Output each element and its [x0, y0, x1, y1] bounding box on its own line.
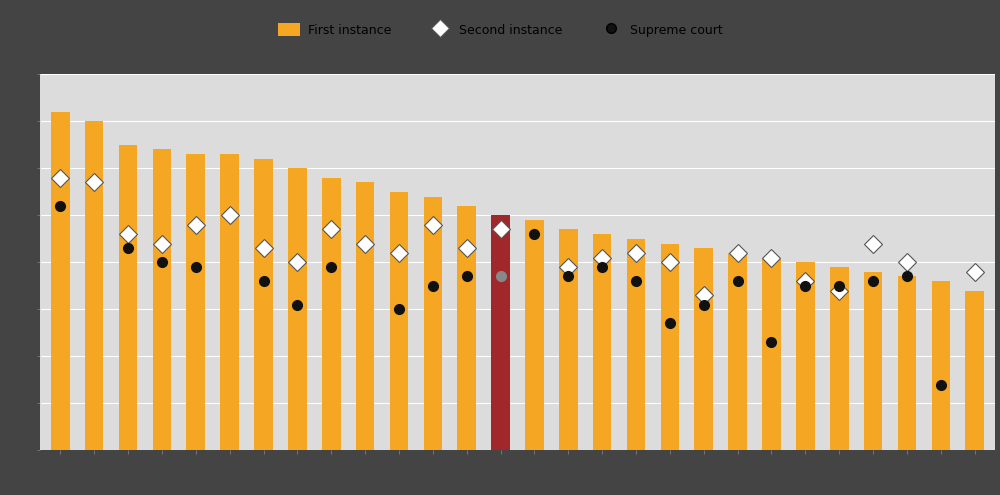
Bar — [220, 154, 239, 450]
Bar — [390, 192, 408, 450]
Bar — [356, 183, 374, 450]
Bar — [762, 258, 781, 450]
Bar — [51, 112, 70, 450]
Bar — [796, 262, 815, 450]
Bar — [694, 248, 713, 450]
Bar — [864, 272, 882, 450]
Bar — [965, 291, 984, 450]
Bar — [322, 178, 341, 450]
Bar — [85, 121, 103, 450]
Bar — [491, 215, 510, 450]
Legend: First instance, Second instance, Supreme court: First instance, Second instance, Supreme… — [273, 18, 727, 42]
Bar — [661, 244, 679, 450]
Bar — [457, 206, 476, 450]
Bar — [627, 239, 645, 450]
Bar — [119, 145, 137, 450]
Bar — [898, 276, 916, 450]
Bar — [254, 159, 273, 450]
Bar — [932, 281, 950, 450]
Bar — [288, 168, 307, 450]
Bar — [153, 149, 171, 450]
Bar — [728, 253, 747, 450]
Bar — [830, 267, 849, 450]
Bar — [593, 234, 611, 450]
Bar — [424, 197, 442, 450]
Bar — [559, 230, 578, 450]
Bar — [525, 220, 544, 450]
Bar — [186, 154, 205, 450]
